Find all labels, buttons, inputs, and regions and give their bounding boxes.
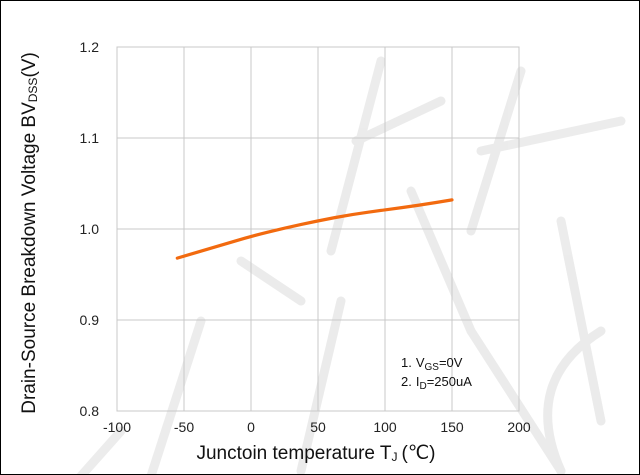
y-tick-label: 1.1	[80, 130, 100, 146]
plot-border	[116, 46, 520, 412]
watermark-stroke	[466, 66, 626, 474]
y-tick-label: 0.9	[80, 312, 100, 328]
plot-area-border	[116, 46, 520, 412]
x-tick-label: 0	[247, 419, 255, 435]
series-layer	[175, 198, 454, 260]
y-tick-labels: 0.8 0.9 1.0 1.1 1.2	[80, 39, 100, 419]
series-line	[175, 198, 454, 260]
condition-vgs: 1. VGS=0V	[401, 355, 463, 373]
x-axis-title: Junctoin temperature TJ (℃)	[196, 443, 435, 464]
conditions-note: 1. VGS=0V 2. ID=250uA	[401, 355, 472, 392]
y-tick-label: 1.0	[80, 221, 100, 237]
y-tick-label: 0.8	[80, 403, 100, 419]
x-tick-label: 200	[507, 419, 531, 435]
watermark-stroke	[296, 56, 476, 474]
x-tick-label: 150	[440, 419, 464, 435]
x-tick-label: 50	[310, 419, 326, 435]
x-tick-labels: -100 -50 0 50 100 150 200	[103, 419, 531, 435]
y-axis-title: Drain-Source Breakdown Voltage BVDSS(V)	[19, 52, 40, 414]
x-tick-label: -100	[103, 419, 131, 435]
y-tick-label: 1.2	[80, 39, 100, 55]
watermark	[76, 56, 626, 474]
x-tick-label: -50	[174, 419, 194, 435]
condition-id: 2. ID=250uA	[401, 374, 472, 392]
x-tick-label: 100	[373, 419, 397, 435]
watermark-stroke	[543, 326, 606, 474]
